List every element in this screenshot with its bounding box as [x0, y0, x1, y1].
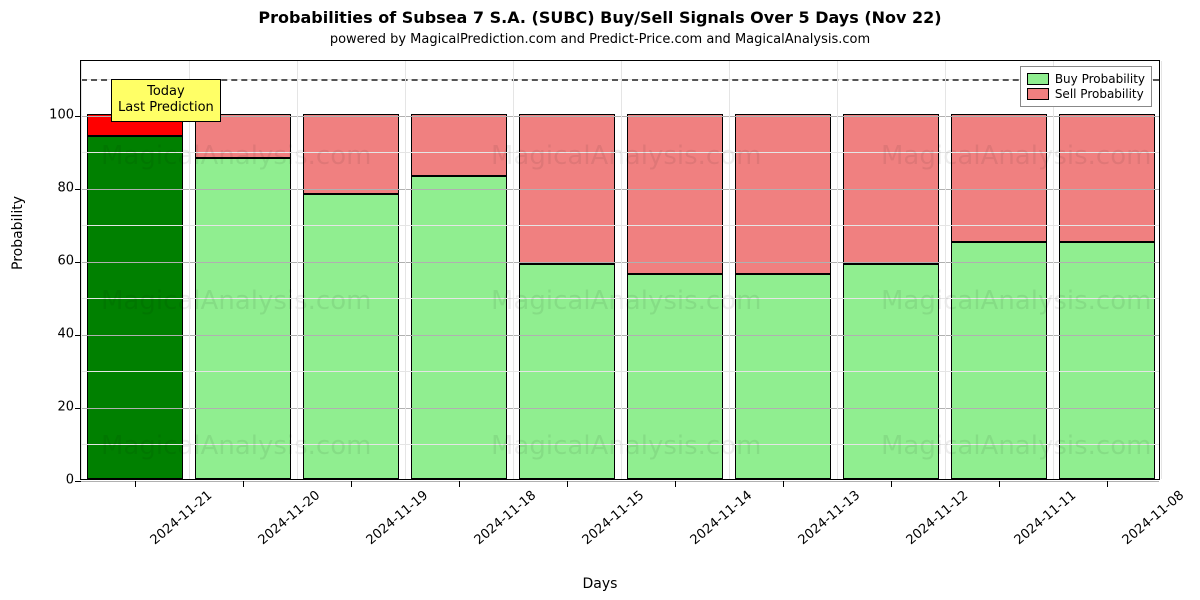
ytick-label: 40	[24, 326, 74, 341]
bar-buy	[627, 274, 722, 479]
gridline-major	[81, 335, 1159, 336]
bar-group	[411, 59, 506, 479]
chart-title: Probabilities of Subsea 7 S.A. (SUBC) Bu…	[0, 8, 1200, 27]
reference-line	[81, 79, 1159, 81]
bars-layer	[81, 61, 1159, 479]
bar-buy	[411, 176, 506, 479]
bar-sell	[411, 114, 506, 176]
xtick-mark	[675, 481, 676, 487]
bar-buy	[1059, 242, 1154, 479]
today-line2: Last Prediction	[118, 100, 214, 116]
xtick-mark	[1107, 481, 1108, 487]
legend-label-sell: Sell Probability	[1055, 87, 1144, 101]
gridline-minor	[81, 152, 1159, 153]
gridline-minor	[81, 444, 1159, 445]
gridline-vertical	[1053, 61, 1054, 479]
bar-group	[627, 59, 722, 479]
gridline-major	[81, 189, 1159, 190]
ytick-label: 0	[24, 473, 74, 488]
gridline-vertical	[945, 61, 946, 479]
chart-subtitle: powered by MagicalPrediction.com and Pre…	[0, 32, 1200, 47]
today-annotation: TodayLast Prediction	[111, 79, 221, 122]
today-line1: Today	[118, 84, 214, 100]
bar-sell	[1059, 114, 1154, 242]
bar-buy	[735, 274, 830, 479]
gridline-vertical	[405, 61, 406, 479]
xtick-mark	[891, 481, 892, 487]
gridline-minor	[81, 371, 1159, 372]
gridline-minor	[81, 298, 1159, 299]
gridline-major	[81, 262, 1159, 263]
bar-group	[303, 59, 398, 479]
bar-sell	[303, 114, 398, 194]
bar-sell	[627, 114, 722, 275]
xtick-mark	[243, 481, 244, 487]
plot-area: MagicalAnalysis.comMagicalAnalysis.comMa…	[80, 60, 1160, 480]
gridline-vertical	[81, 61, 82, 479]
legend-swatch-sell	[1027, 88, 1049, 100]
xtick-mark	[783, 481, 784, 487]
legend-row-sell: Sell Probability	[1027, 87, 1145, 101]
legend-swatch-buy	[1027, 73, 1049, 85]
bar-group	[735, 59, 830, 479]
legend-label-buy: Buy Probability	[1055, 72, 1145, 86]
bar-buy	[87, 136, 182, 479]
gridline-vertical	[621, 61, 622, 479]
legend: Buy Probability Sell Probability	[1020, 66, 1152, 107]
gridline-minor	[81, 225, 1159, 226]
xtick-mark	[567, 481, 568, 487]
bar-group	[195, 59, 290, 479]
ytick-label: 80	[24, 180, 74, 195]
gridline-major	[81, 116, 1159, 117]
gridline-major	[81, 408, 1159, 409]
xtick-mark	[999, 481, 1000, 487]
bar-group	[87, 59, 182, 479]
gridline-vertical	[1161, 61, 1162, 479]
bar-buy	[195, 158, 290, 479]
bar-sell	[951, 114, 1046, 242]
ytick-mark	[75, 481, 81, 482]
bar-group	[951, 59, 1046, 479]
ytick-label: 60	[24, 253, 74, 268]
xtick-mark	[459, 481, 460, 487]
gridline-vertical	[729, 61, 730, 479]
ytick-label: 100	[24, 107, 74, 122]
gridline-vertical	[837, 61, 838, 479]
gridline-vertical	[189, 61, 190, 479]
bar-group	[1059, 59, 1154, 479]
x-axis-label: Days	[0, 576, 1200, 592]
bar-sell	[735, 114, 830, 275]
gridline-vertical	[513, 61, 514, 479]
xtick-mark	[135, 481, 136, 487]
bar-group	[519, 59, 614, 479]
xtick-mark	[351, 481, 352, 487]
gridline-vertical	[297, 61, 298, 479]
ytick-label: 20	[24, 399, 74, 414]
legend-row-buy: Buy Probability	[1027, 72, 1145, 86]
bar-buy	[303, 194, 398, 479]
bar-group	[843, 59, 938, 479]
bar-buy	[951, 242, 1046, 479]
